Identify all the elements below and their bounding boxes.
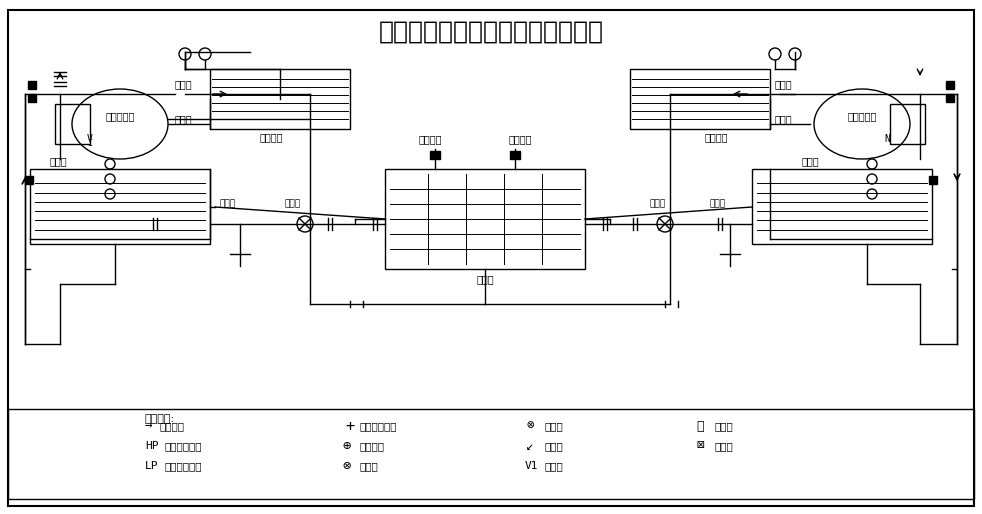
Text: 止回阀: 止回阀 xyxy=(545,441,564,451)
Text: LP: LP xyxy=(145,461,158,471)
Bar xyxy=(28,81,36,89)
Text: 膨胀阀: 膨胀阀 xyxy=(285,199,301,209)
Bar xyxy=(752,169,932,244)
Circle shape xyxy=(867,159,877,169)
Text: 扩口螺母连接: 扩口螺母连接 xyxy=(360,421,398,431)
Text: 符号说明:: 符号说明: xyxy=(145,414,175,424)
Text: 冷冻水出: 冷冻水出 xyxy=(418,134,442,144)
Text: 冷冻水入: 冷冻水入 xyxy=(509,134,531,144)
Text: 螺杆压缩机: 螺杆压缩机 xyxy=(105,111,135,121)
Bar xyxy=(210,69,350,129)
Text: 安全阀: 安全阀 xyxy=(545,461,564,471)
Text: 热回收器: 热回收器 xyxy=(705,132,729,142)
Text: ↙: ↙ xyxy=(526,439,534,452)
Text: 电磁阀: 电磁阀 xyxy=(545,421,564,431)
Text: V1: V1 xyxy=(525,461,538,471)
Text: 热回收器: 热回收器 xyxy=(260,132,284,142)
Circle shape xyxy=(657,216,673,232)
Text: ⊗: ⊗ xyxy=(526,419,534,432)
Circle shape xyxy=(769,48,781,60)
Ellipse shape xyxy=(814,89,910,159)
Text: 膨胀阀: 膨胀阀 xyxy=(360,461,379,471)
Bar xyxy=(28,94,36,102)
Text: +: + xyxy=(346,418,355,433)
Text: 螺杆压缩機: 螺杆压缩機 xyxy=(847,111,877,121)
Text: 热回收型水冷式螺杆机工作原理图: 热回收型水冷式螺杆机工作原理图 xyxy=(378,20,604,44)
Text: 蒸发器: 蒸发器 xyxy=(476,274,494,284)
Bar xyxy=(929,176,937,184)
Text: 热水出: 热水出 xyxy=(775,79,792,89)
Circle shape xyxy=(105,159,115,169)
Bar xyxy=(510,151,520,159)
Text: 乙: 乙 xyxy=(696,419,704,432)
Text: 冷凝器: 冷凝器 xyxy=(802,156,820,166)
Text: ⊗: ⊗ xyxy=(343,459,352,473)
Circle shape xyxy=(179,48,191,60)
Bar xyxy=(385,169,585,269)
Circle shape xyxy=(105,189,115,199)
Bar xyxy=(25,176,33,184)
Text: 热水出: 热水出 xyxy=(175,79,192,89)
Text: 过滤器: 过滤器 xyxy=(710,199,726,209)
Text: V: V xyxy=(87,134,93,144)
Text: ⊠: ⊠ xyxy=(696,439,704,452)
Text: 冷凝器: 冷凝器 xyxy=(50,156,68,166)
Circle shape xyxy=(105,174,115,184)
Bar xyxy=(890,104,925,144)
Text: HP: HP xyxy=(145,441,158,451)
Text: I: I xyxy=(87,139,92,149)
Text: 截止阀: 截止阀 xyxy=(715,441,734,451)
Text: 高压压力开关: 高压压力开关 xyxy=(165,441,202,451)
Text: 过滤器: 过滤器 xyxy=(220,199,236,209)
Bar xyxy=(8,409,974,499)
Text: 冷媒流向: 冷媒流向 xyxy=(160,421,185,431)
Text: 低压压力开关: 低压压力开关 xyxy=(165,461,202,471)
Bar xyxy=(946,81,954,89)
Circle shape xyxy=(867,174,877,184)
Text: 膨胀阀: 膨胀阀 xyxy=(650,199,666,209)
Ellipse shape xyxy=(72,89,168,159)
Bar xyxy=(30,169,210,244)
Text: 发兰连接: 发兰连接 xyxy=(360,441,385,451)
Circle shape xyxy=(867,189,877,199)
Text: 易熔塞: 易熔塞 xyxy=(715,421,734,431)
Text: 热水入: 热水入 xyxy=(775,114,792,124)
Bar xyxy=(430,151,440,159)
Bar xyxy=(946,94,954,102)
Text: →: → xyxy=(145,419,152,432)
Text: 热水入: 热水入 xyxy=(175,114,192,124)
Circle shape xyxy=(297,216,313,232)
Text: N: N xyxy=(884,134,890,144)
Text: ⊕: ⊕ xyxy=(343,439,352,453)
Circle shape xyxy=(199,48,211,60)
Bar xyxy=(630,69,770,129)
Circle shape xyxy=(789,48,801,60)
Bar xyxy=(55,104,90,144)
